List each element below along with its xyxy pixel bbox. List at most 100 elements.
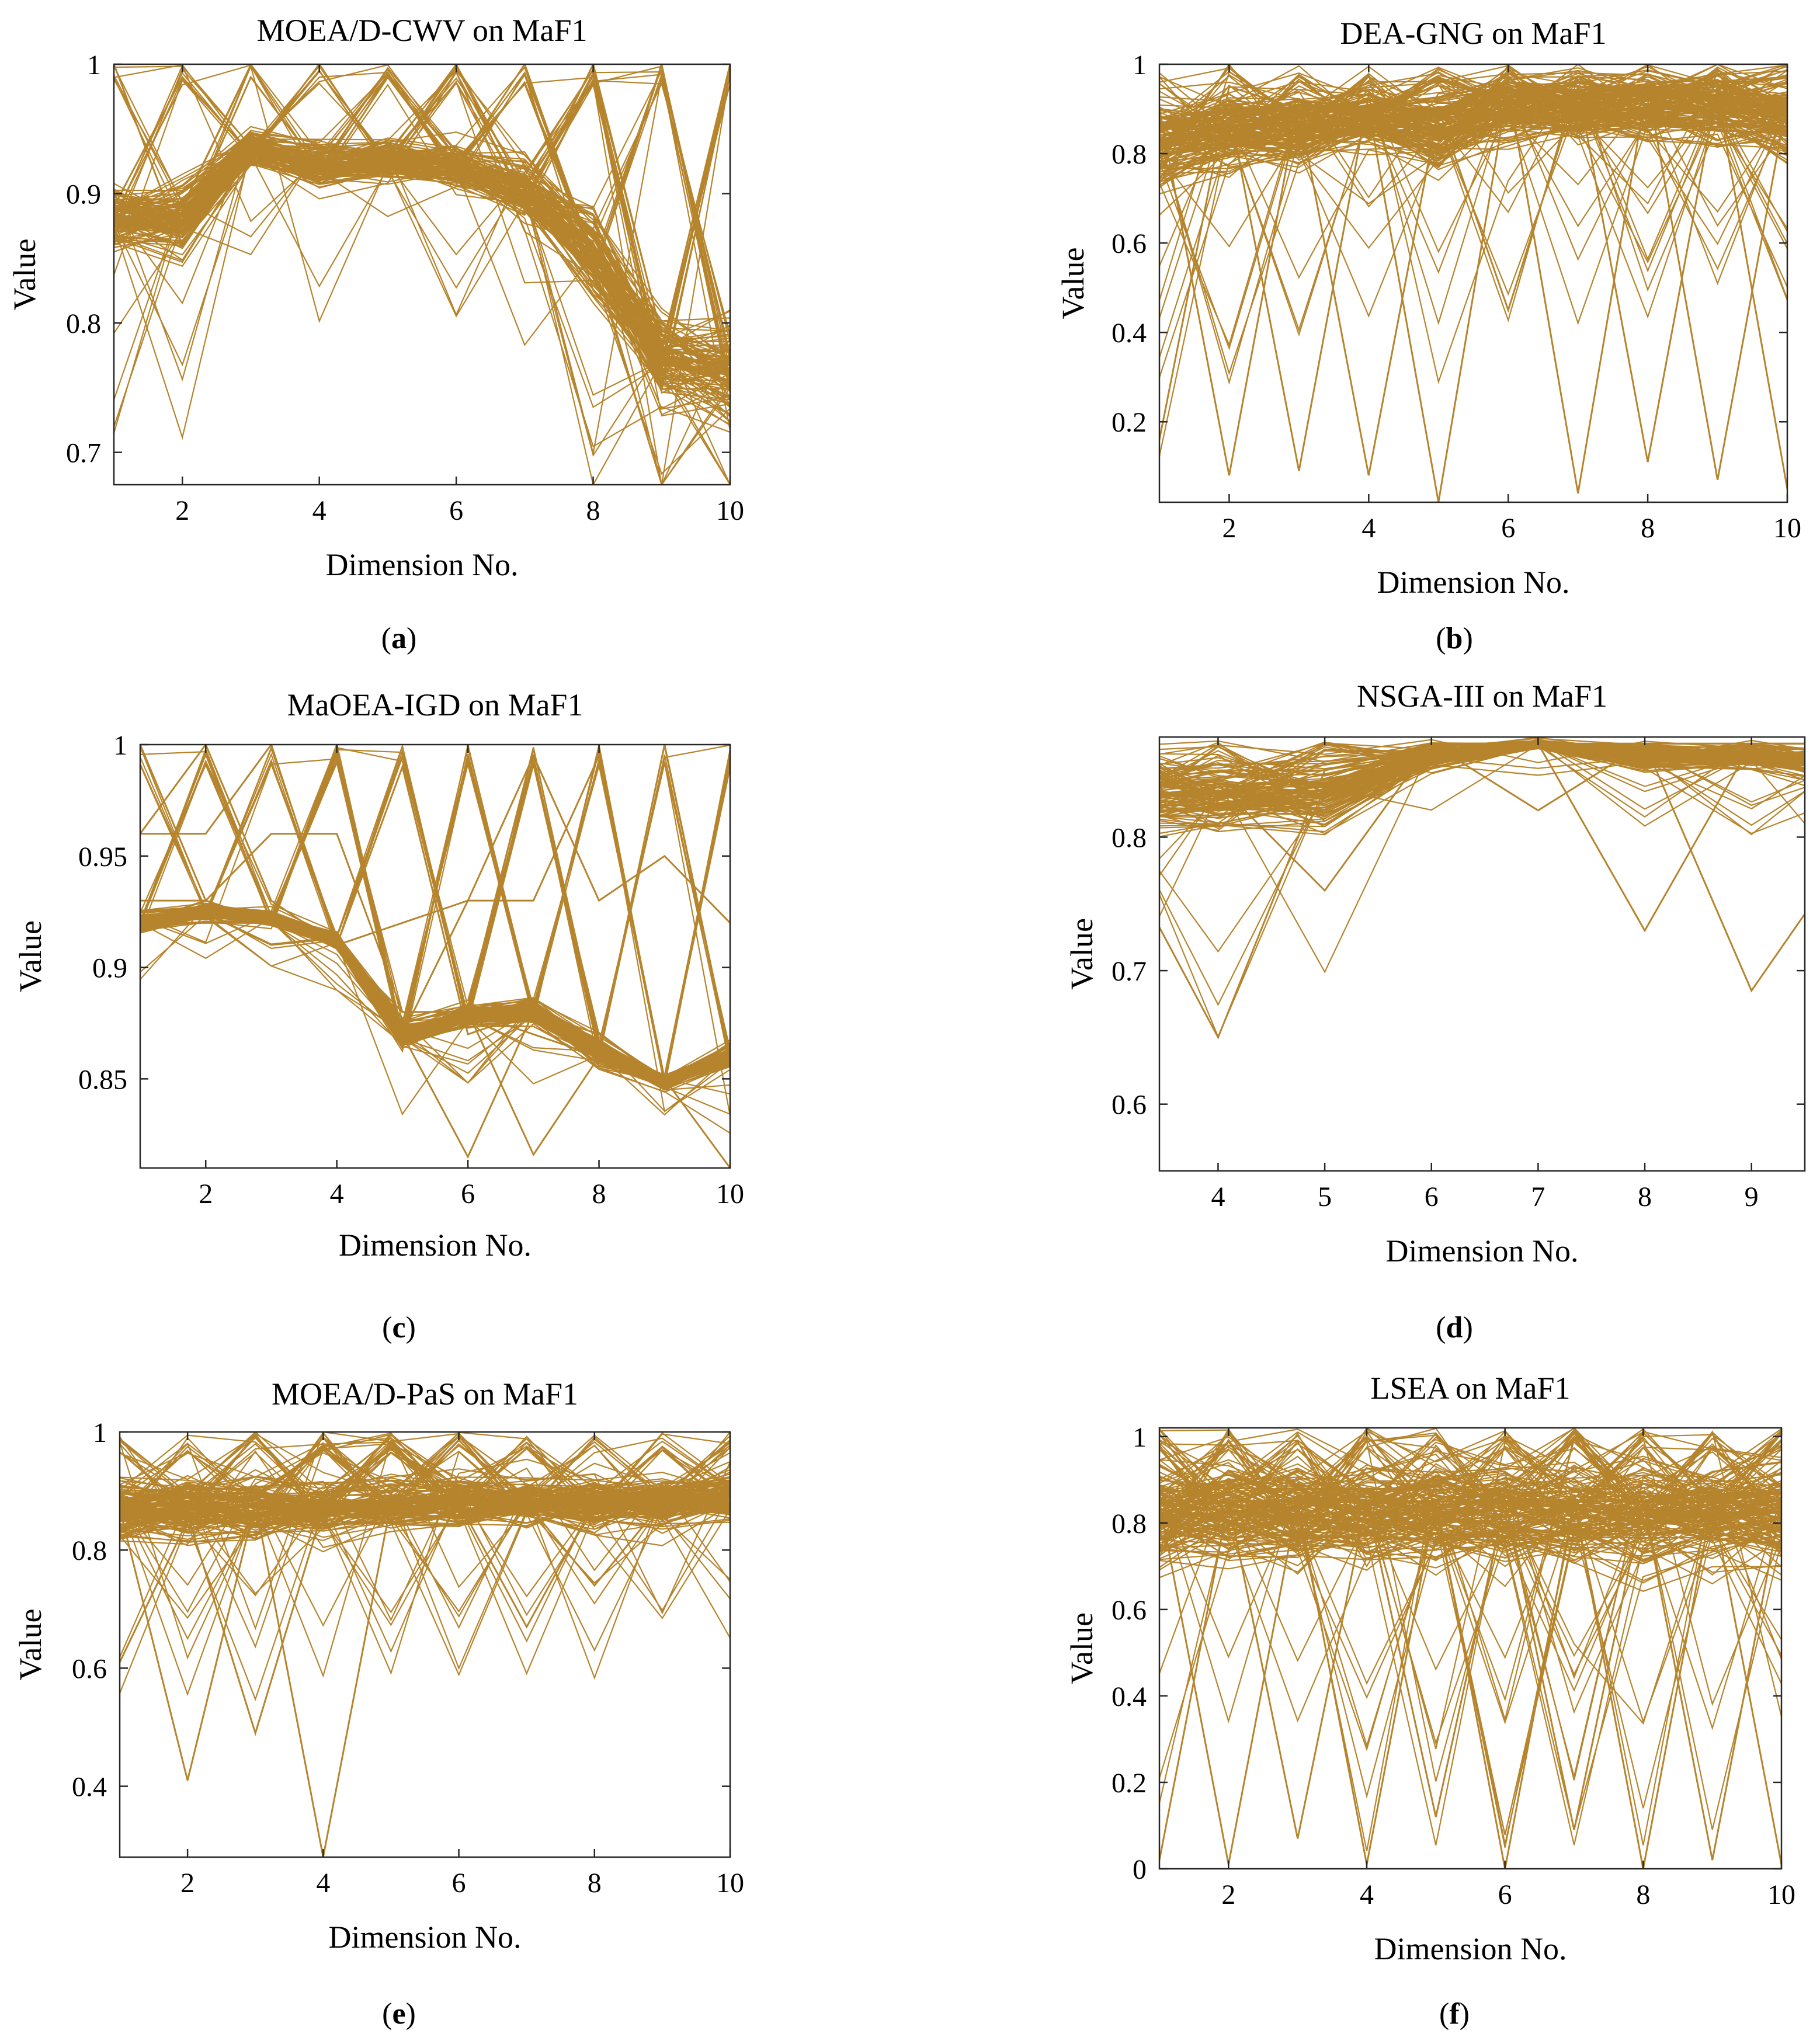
line-b-156	[1159, 82, 1787, 227]
y-axis-label-d: Value	[1064, 918, 1099, 990]
xtick-label: 10	[716, 1868, 744, 1899]
line-e-138	[120, 1487, 730, 1697]
line-c-96	[140, 912, 730, 1084]
x-axis-label-f: Dimension No.	[1374, 1931, 1567, 1966]
axes-box-a	[113, 63, 731, 486]
ytick-label: 0.6	[1112, 228, 1147, 259]
ytick-label: 1	[1133, 1422, 1147, 1453]
y-axis-label-c: Value	[13, 920, 48, 992]
line-f-161	[1159, 1503, 1781, 1684]
xtick-label: 2	[1221, 1879, 1235, 1910]
series-b-dip-3	[1159, 81, 1787, 471]
line-f-155	[1159, 1440, 1781, 1782]
line-f-131	[1159, 1447, 1781, 1553]
ytick-label: 0.85	[78, 1064, 127, 1095]
line-e-148	[120, 1477, 730, 1502]
chart-title-c: MaOEA-IGD on MaF1	[287, 687, 583, 722]
line-e-106	[120, 1458, 730, 1622]
line-d-118	[1159, 745, 1805, 1006]
series-b-dip-7	[1159, 81, 1787, 493]
line-f-168	[1159, 1469, 1781, 1523]
line-b-157	[1159, 67, 1787, 135]
line-d-103	[1159, 746, 1805, 794]
line-f-127	[1159, 1435, 1781, 1534]
chart-title-a: MOEA/D-CWV on MaF1	[257, 13, 588, 48]
xtick-label: 10	[716, 495, 744, 526]
ytick-label: 0.8	[1112, 822, 1147, 853]
x-axis-label-e: Dimension No.	[329, 1920, 522, 1955]
line-b-151	[1159, 95, 1787, 150]
xtick-label: 9	[1745, 1181, 1759, 1212]
xtick-label: 2	[175, 495, 189, 526]
line-a-48	[114, 72, 730, 417]
line-e-135	[120, 1491, 730, 1613]
xtick-label: 4	[1360, 1879, 1374, 1910]
line-f-149	[1159, 1428, 1781, 1558]
line-f-157	[1159, 1436, 1781, 1706]
ytick-label: 0.95	[78, 842, 127, 872]
line-e-144	[120, 1497, 730, 1526]
line-e-132	[120, 1436, 730, 1520]
chart-title-b: DEA-GNG on MaF1	[1340, 16, 1607, 51]
series-b-dip-9	[1159, 81, 1787, 480]
line-e-142	[120, 1466, 730, 1507]
line-d-73	[1159, 747, 1805, 833]
ytick-label: 0.8	[66, 308, 101, 339]
line-e-146	[120, 1433, 730, 1526]
panel-d: 4 5 6 7 8 9 0.6 0.7 0.8 NSGA-III on MaF1 Dimension…	[1064, 679, 1806, 1344]
xtick-label: 6	[1498, 1879, 1512, 1910]
line-f-167	[1159, 1448, 1781, 1531]
caption-b: (b)	[1436, 622, 1473, 655]
line-b-147	[1159, 109, 1787, 171]
xtick-label: 4	[1361, 513, 1376, 544]
line-f-129	[1159, 1432, 1781, 1836]
xtick-label: 5	[1318, 1181, 1332, 1212]
line-f-147	[1159, 1507, 1781, 1848]
ytick-label: 0.2	[1112, 1768, 1147, 1799]
ytick-label: 1	[1133, 50, 1147, 81]
series-e-low-6	[120, 1501, 730, 1587]
line-f-169	[1159, 1486, 1781, 1546]
ytick-label: 1	[113, 730, 127, 761]
ytick-label: 0.6	[1112, 1595, 1147, 1626]
axes-box-b	[1158, 63, 1788, 503]
xtick-label: 6	[1425, 1181, 1439, 1212]
ytick-label: 0.9	[92, 953, 127, 984]
line-c-86	[140, 915, 730, 1084]
ytick-label: 0.7	[1112, 956, 1147, 987]
series-c-low-3	[140, 899, 730, 1168]
xtick-label: 7	[1531, 1181, 1545, 1212]
xtick-label: 4	[330, 1179, 344, 1209]
ytick-label: 0.2	[1112, 407, 1147, 438]
series-b-dip-10	[1159, 85, 1787, 489]
lines-f	[1159, 1428, 1781, 1869]
x-axis-label-b: Dimension No.	[1377, 565, 1570, 600]
line-c-71	[140, 903, 730, 1082]
xtick-label: 8	[592, 1179, 606, 1209]
line-e-120	[120, 1436, 730, 1677]
chart-title-e: MOEA/D-PaS on MaF1	[272, 1376, 578, 1412]
panel-b: 2 4 6 8 10 0.2 0.4 0.6 0.8 1 DEA-GNG on MaF1 Dimens…	[1055, 16, 1801, 655]
line-e-143	[120, 1440, 730, 1514]
line-b-142	[1159, 71, 1787, 325]
series-f-dip-10	[1159, 1500, 1781, 1865]
caption-f: (f)	[1439, 1997, 1470, 2031]
xtick-label: 8	[1641, 513, 1655, 544]
xtick-label: 6	[461, 1179, 475, 1209]
axes-box-e	[119, 1431, 731, 1858]
ytick-label: 0.8	[1112, 1508, 1147, 1539]
chart-title-d: NSGA-III on MaF1	[1357, 679, 1607, 714]
line-f-153	[1159, 1517, 1781, 1560]
xtick-label: 8	[1636, 1879, 1650, 1910]
y-axis-label-e: Value	[13, 1609, 48, 1681]
ytick-label: 1	[87, 50, 101, 81]
x-axis-label-a: Dimension No.	[326, 547, 519, 582]
line-f-165	[1159, 1433, 1781, 1525]
panel-a: 2 4 6 8 10 0.7 0.8 0.9 1 MOEA/D-CWV on MaF1 Dimens…	[7, 13, 744, 655]
axes-box-d	[1158, 736, 1806, 1172]
panel-e: 2 4 6 8 10 0.4 0.6 0.8 1 MOEA/D-PaS on MaF1 Dimens…	[13, 1376, 744, 2031]
line-f-166	[1159, 1471, 1781, 1714]
line-a-126	[114, 148, 730, 407]
line-c-109	[140, 913, 730, 1083]
